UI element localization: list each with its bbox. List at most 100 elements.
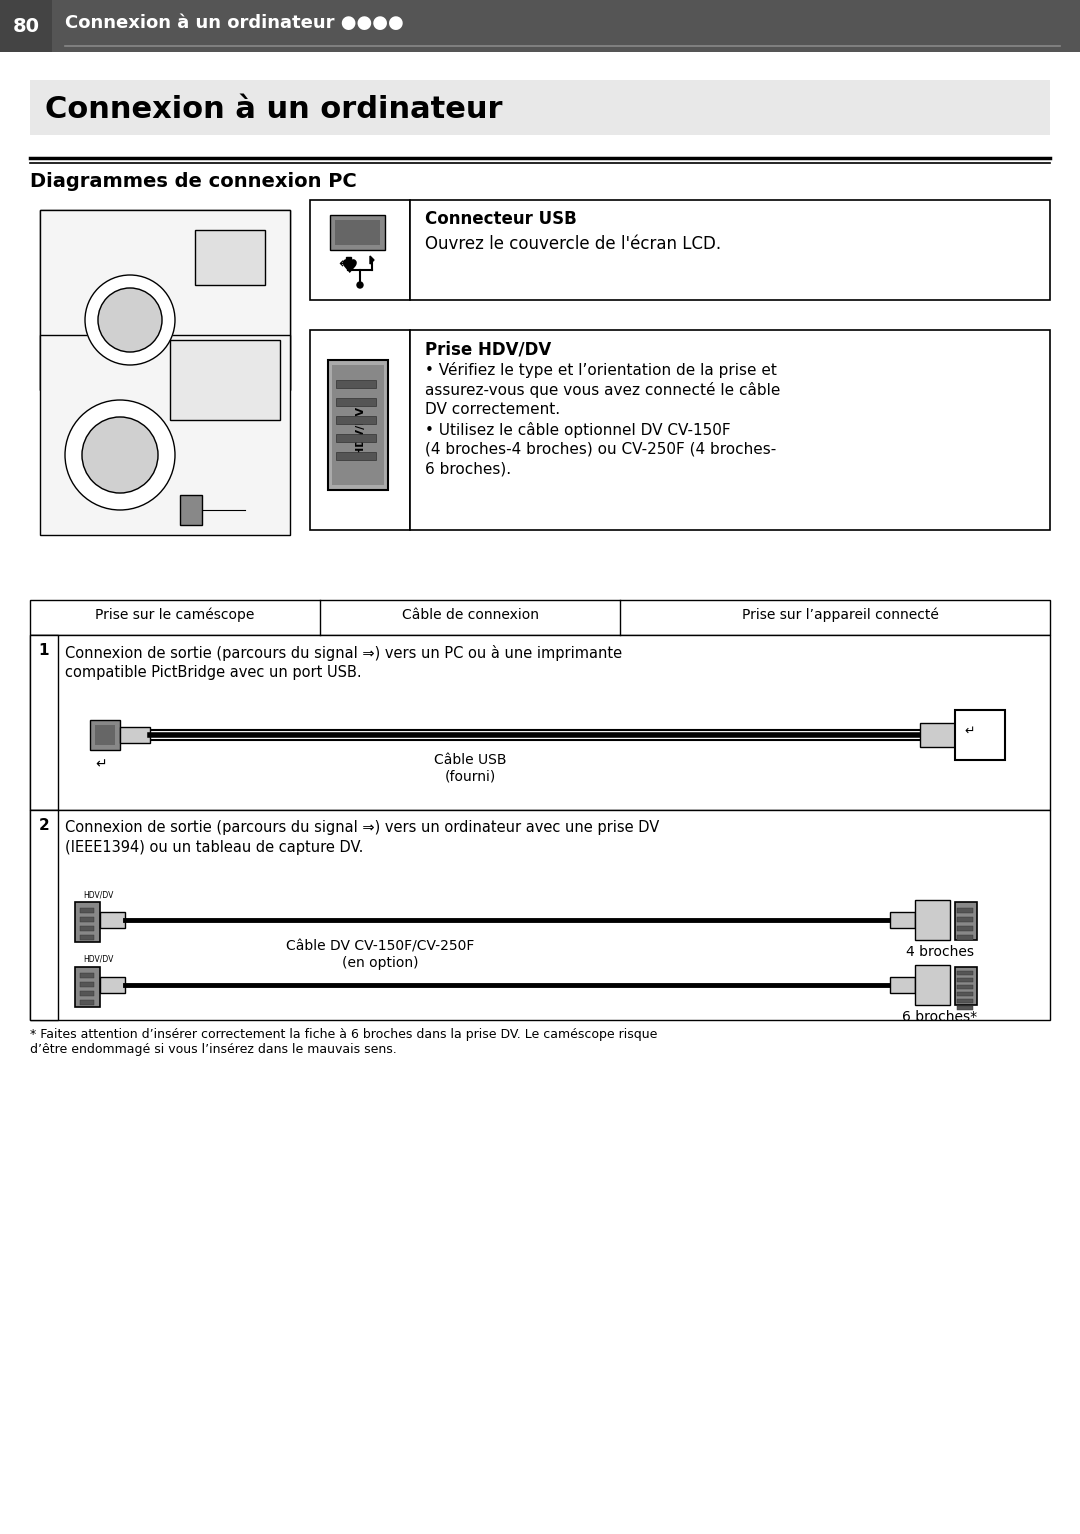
Text: * Faites attention d’insérer correctement la fiche à 6 broches dans la prise DV.: * Faites attention d’insérer correctemen…: [30, 1028, 658, 1055]
Text: HDV/DV: HDV/DV: [355, 405, 365, 454]
Text: HDV/DV: HDV/DV: [83, 890, 113, 899]
Bar: [310, 330, 410, 531]
Bar: [75, 902, 100, 942]
Bar: [957, 917, 973, 922]
Circle shape: [65, 400, 175, 509]
Text: 80: 80: [13, 17, 40, 35]
Bar: [80, 908, 94, 913]
Text: • Vérifiez le type et l’orientation de la prise et: • Vérifiez le type et l’orientation de l…: [426, 362, 777, 377]
Bar: [80, 1000, 94, 1005]
Bar: [40, 334, 291, 535]
Bar: [336, 397, 376, 407]
Bar: [30, 80, 1050, 135]
Text: ↵: ↵: [95, 756, 107, 772]
Text: Prise HDV/DV: Prise HDV/DV: [426, 341, 551, 357]
Text: 2: 2: [39, 818, 50, 833]
Text: ↵: ↵: [338, 255, 351, 270]
Bar: [915, 900, 950, 940]
Bar: [90, 719, 120, 750]
Bar: [890, 913, 915, 928]
Text: Connexion à un ordinateur ●●●●: Connexion à un ordinateur ●●●●: [65, 14, 404, 32]
Text: (4 broches-4 broches) ou CV-250F (4 broches-: (4 broches-4 broches) ou CV-250F (4 broc…: [426, 442, 777, 457]
Bar: [890, 977, 915, 992]
Circle shape: [82, 417, 158, 492]
Bar: [957, 971, 973, 976]
Bar: [100, 977, 125, 992]
Text: ↵: ↵: [964, 726, 975, 738]
Bar: [120, 727, 150, 742]
Text: Connexion de sortie (parcours du signal ⇒) vers un PC ou à une imprimante: Connexion de sortie (parcours du signal …: [65, 644, 622, 661]
Text: HDV/DV: HDV/DV: [83, 956, 113, 963]
Bar: [0, 0, 52, 52]
Bar: [955, 710, 1005, 759]
Bar: [170, 341, 280, 420]
Bar: [80, 917, 94, 922]
Bar: [310, 199, 410, 301]
Bar: [95, 726, 114, 746]
Bar: [185, 354, 210, 373]
Bar: [336, 453, 376, 460]
Bar: [915, 965, 950, 1005]
Circle shape: [85, 275, 175, 365]
Bar: [955, 902, 977, 940]
Bar: [40, 210, 291, 390]
Bar: [335, 219, 380, 245]
Bar: [80, 927, 94, 931]
Bar: [80, 982, 94, 986]
Bar: [957, 985, 973, 989]
Text: assurez-vous que vous avez connecté le câble: assurez-vous que vous avez connecté le c…: [426, 382, 781, 397]
Text: Ouvrez le couvercle de l'écran LCD.: Ouvrez le couvercle de l'écran LCD.: [426, 235, 721, 253]
Text: Prise sur le caméscope: Prise sur le caméscope: [95, 607, 255, 623]
Text: 6 broches).: 6 broches).: [426, 462, 511, 477]
Text: compatible PictBridge avec un port USB.: compatible PictBridge avec un port USB.: [65, 666, 362, 680]
Circle shape: [98, 288, 162, 351]
Bar: [346, 258, 351, 262]
Bar: [100, 913, 125, 928]
Bar: [332, 365, 384, 485]
Bar: [75, 966, 100, 1006]
Text: Câble de connexion: Câble de connexion: [402, 607, 539, 621]
Bar: [30, 635, 58, 810]
Bar: [957, 992, 973, 996]
Text: Câble DV CV-150F/CV-250F
(en option): Câble DV CV-150F/CV-250F (en option): [286, 940, 474, 969]
Bar: [957, 927, 973, 931]
Text: Connexion de sortie (parcours du signal ⇒) vers un ordinateur avec une prise DV: Connexion de sortie (parcours du signal …: [65, 821, 659, 834]
Bar: [40, 210, 291, 390]
Bar: [336, 380, 376, 388]
Bar: [410, 330, 1050, 531]
Text: Prise sur l’appareil connecté: Prise sur l’appareil connecté: [742, 607, 939, 623]
Bar: [957, 979, 973, 982]
Text: 4 broches: 4 broches: [906, 945, 974, 959]
Bar: [30, 600, 1050, 635]
Bar: [328, 360, 388, 489]
Text: DV correctement.: DV correctement.: [426, 402, 561, 417]
Text: Câble USB
(fourni): Câble USB (fourni): [434, 753, 507, 784]
Bar: [0, 0, 1080, 52]
Text: 1: 1: [39, 643, 50, 658]
Bar: [336, 416, 376, 423]
Text: ♥: ♥: [340, 258, 357, 278]
Bar: [80, 991, 94, 996]
Text: • Utilisez le câble optionnel DV CV-150F: • Utilisez le câble optionnel DV CV-150F: [426, 422, 731, 439]
Bar: [30, 635, 1050, 810]
Bar: [80, 973, 94, 979]
Bar: [957, 936, 973, 940]
Text: Connecteur USB: Connecteur USB: [426, 210, 577, 229]
Bar: [336, 434, 376, 442]
Bar: [80, 936, 94, 940]
Circle shape: [357, 282, 363, 288]
Text: Connexion à un ordinateur: Connexion à un ordinateur: [45, 95, 502, 124]
Bar: [195, 230, 265, 285]
Bar: [30, 810, 58, 1020]
Bar: [957, 1006, 973, 1009]
Bar: [410, 199, 1050, 301]
Bar: [957, 999, 973, 1003]
Bar: [955, 966, 977, 1005]
Polygon shape: [370, 256, 374, 264]
Bar: [180, 495, 202, 525]
Text: (IEEE1394) ou un tableau de capture DV.: (IEEE1394) ou un tableau de capture DV.: [65, 841, 363, 854]
Text: 6 broches*: 6 broches*: [903, 1009, 977, 1025]
Text: Diagrammes de connexion PC: Diagrammes de connexion PC: [30, 172, 356, 192]
Bar: [330, 215, 384, 250]
Bar: [920, 723, 955, 747]
